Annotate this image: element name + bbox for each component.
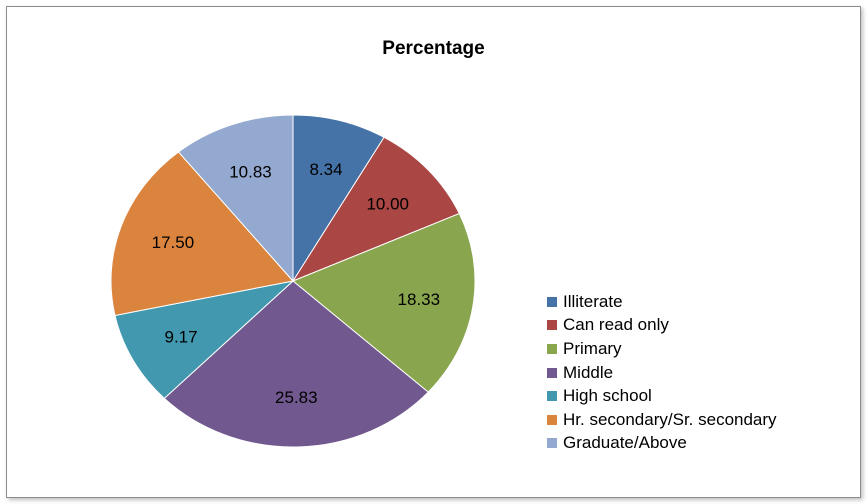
pie-slice <box>177 114 294 283</box>
slice-data-label: 8.34 <box>309 160 342 179</box>
chart-title: Percentage <box>382 38 485 59</box>
legend-item: Hr. secondary/Sr. secondary <box>547 408 777 432</box>
legend-item: Can read only <box>547 314 777 338</box>
slice-data-label: 10.00 <box>366 194 409 213</box>
pie-slice <box>291 136 460 283</box>
legend-item: Middle <box>547 361 777 385</box>
legend-swatch <box>547 414 557 425</box>
pie-slice <box>114 280 295 400</box>
legend-label: Middle <box>563 362 614 382</box>
legend-swatch <box>547 438 557 449</box>
legend-swatch <box>547 367 557 378</box>
pie-slice <box>292 212 476 393</box>
legend-swatch <box>547 343 557 354</box>
legend-label: Hr. secondary/Sr. secondary <box>563 409 777 429</box>
legend-item: Graduate/Above <box>547 432 777 456</box>
pie-slice <box>292 114 385 283</box>
pie-slice <box>163 280 429 448</box>
slice-data-label: 18.33 <box>398 290 441 309</box>
slice-data-label: 17.50 <box>152 233 195 252</box>
legend: Illiterate Can read only Primary Middle High… <box>547 290 777 455</box>
legend-label: Primary <box>563 338 622 358</box>
legend-label: Illiterate <box>563 291 623 311</box>
legend-label: Graduate/Above <box>563 433 687 453</box>
legend-item: Illiterate <box>547 290 777 314</box>
legend-label: Can read only <box>563 315 669 335</box>
legend-label: High school <box>563 386 652 406</box>
slice-data-label: 9.17 <box>164 327 197 346</box>
legend-item: High school <box>547 384 777 408</box>
legend-swatch <box>547 391 557 402</box>
legend-swatch <box>547 296 557 307</box>
slice-data-label: 10.83 <box>229 162 272 181</box>
slice-data-label: 25.83 <box>275 388 318 407</box>
legend-item: Primary <box>547 337 777 361</box>
pie-slice <box>110 151 294 317</box>
legend-swatch <box>547 320 557 331</box>
